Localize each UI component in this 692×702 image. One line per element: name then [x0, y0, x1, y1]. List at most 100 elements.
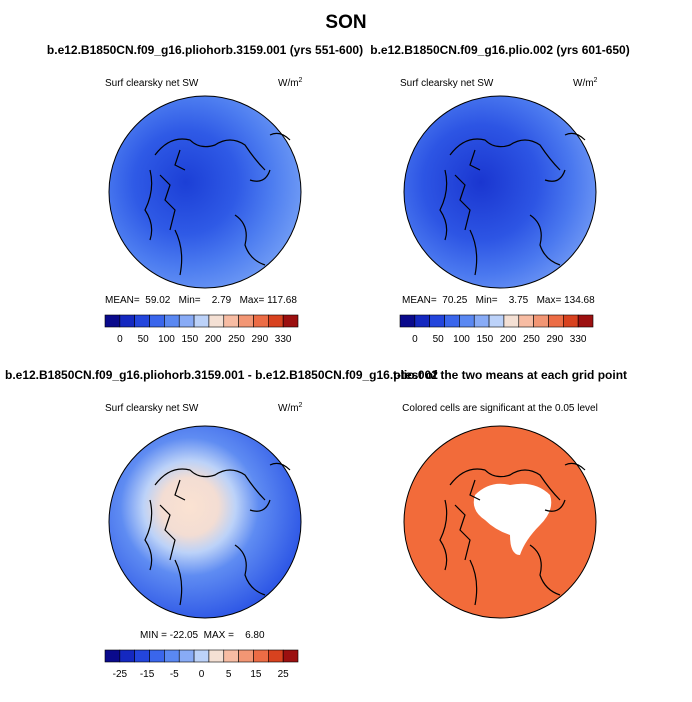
colorbar-label: 290 [251, 334, 268, 345]
unit-base: W/m [278, 403, 299, 414]
colorbar-box [444, 314, 460, 328]
colorbar-label: -15 [140, 669, 155, 680]
colorbar-label: 0 [199, 669, 205, 680]
colorbar-box [119, 649, 135, 663]
unit: W/m2 [278, 77, 303, 89]
colorbar-box [223, 314, 239, 328]
stats: MIN = -22.05 MAX = 6.80 [140, 630, 265, 641]
colorbar-box [399, 314, 416, 328]
unit-exp: 2 [299, 77, 303, 84]
colorbar-label: 0 [412, 334, 418, 345]
stat-value: 6.80 [245, 630, 265, 641]
stat-value: 117.68 [267, 295, 297, 306]
colorbar-label: 250 [228, 334, 245, 345]
colorbar-label: 290 [546, 334, 563, 345]
stat-label: Min= [179, 295, 201, 306]
colorbar-box [503, 314, 520, 328]
colorbar-box [149, 314, 165, 328]
stat-value: 59.02 [145, 295, 170, 306]
coastlines [144, 132, 291, 276]
colorbar-box [548, 314, 564, 328]
map [108, 425, 302, 619]
unit-base: W/m [573, 78, 594, 89]
colorbar-box [577, 314, 594, 328]
colorbar-label: 330 [275, 334, 292, 345]
colorbar-box [253, 649, 269, 663]
stat-label: Max= [537, 295, 562, 306]
stats: MEAN= 70.25 Min= 3.75 Max= 134.68 [402, 295, 595, 306]
colorbar-box [149, 649, 165, 663]
colorbar-box [488, 314, 505, 328]
colorbar-label: 250 [523, 334, 540, 345]
panel-subtitle: Colored cells are significant at the 0.0… [402, 403, 598, 414]
colorbar-label: 100 [453, 334, 470, 345]
colorbar-label: -25 [113, 669, 128, 680]
colorbar-label: -5 [170, 669, 179, 680]
panel-subtitle: Surf clearsky net SW [105, 403, 199, 414]
stat-label: Min= [476, 295, 498, 306]
colorbar-box [164, 649, 180, 663]
colorbar: 0 50 100 150 200 250 290 330 [399, 314, 594, 345]
stat-value: 134.68 [564, 295, 595, 306]
stat-label: MEAN= [402, 295, 437, 306]
colorbar-box [193, 314, 210, 328]
colorbar-box [268, 649, 284, 663]
colorbar-box [104, 314, 121, 328]
colorbar-box [193, 649, 210, 663]
colorbar-label: 100 [158, 334, 175, 345]
colorbar-label: 5 [226, 669, 232, 680]
coastlines [144, 462, 291, 606]
colorbar-box [134, 314, 150, 328]
unit-exp: 2 [594, 77, 598, 84]
unit-exp: 2 [299, 402, 303, 409]
colorbar-box [208, 314, 225, 328]
unit-base: W/m [278, 78, 299, 89]
stat-value: -22.05 [170, 630, 199, 641]
colorbar-box [104, 649, 121, 663]
colorbar-box [238, 649, 254, 663]
colorbar-box [473, 314, 490, 328]
colorbar-label: 330 [570, 334, 587, 345]
stat-label: MEAN= [105, 295, 140, 306]
colorbar-label: 50 [433, 334, 445, 345]
panel-subtitle: Surf clearsky net SW [400, 78, 494, 89]
unit: W/m2 [278, 402, 303, 414]
map [403, 95, 597, 289]
colorbar-box [414, 314, 430, 328]
panel-title: b.e12.B1850CN.f09_g16.pliohorb.3159.001 … [47, 43, 363, 57]
coastlines [439, 462, 586, 606]
colorbar-box [429, 314, 445, 328]
colorbar-label: 15 [250, 669, 262, 680]
stat-value: 2.79 [212, 295, 232, 306]
coastlines [439, 132, 586, 276]
panel-subtitle: Surf clearsky net SW [105, 78, 199, 89]
map [108, 95, 302, 289]
colorbar-label: 25 [278, 669, 290, 680]
colorbar-box [268, 314, 284, 328]
colorbar-box [178, 649, 195, 663]
colorbar-box [178, 314, 195, 328]
colorbar-label: 50 [138, 334, 150, 345]
stat-label: MAX = [204, 630, 234, 641]
colorbar-box [164, 314, 180, 328]
colorbar-box [533, 314, 549, 328]
colorbar-box [223, 649, 239, 663]
stat-value: 3.75 [509, 295, 529, 306]
colorbar-box [459, 314, 475, 328]
stats: MEAN= 59.02 Min= 2.79 Max= 117.68 [105, 295, 297, 306]
colorbar-box [282, 649, 299, 663]
panel-title: b.e12.B1850CN.f09_g16.pliohorb.3159.001 … [5, 368, 438, 382]
colorbar-box [238, 314, 254, 328]
insignificant-area [473, 483, 552, 555]
colorbar-box [208, 649, 225, 663]
colorbar: -25 -15 -5 0 5 15 25 [104, 649, 299, 680]
unit: W/m2 [573, 77, 598, 89]
colorbar-label: 200 [500, 334, 517, 345]
colorbar-box [134, 649, 150, 663]
colorbar-label: 200 [205, 334, 222, 345]
colorbar-label: 0 [117, 334, 123, 345]
colorbar-box [563, 314, 579, 328]
panel-title: b.e12.B1850CN.f09_g16.plio.002 (yrs 601-… [370, 43, 629, 57]
colorbar-box [518, 314, 534, 328]
